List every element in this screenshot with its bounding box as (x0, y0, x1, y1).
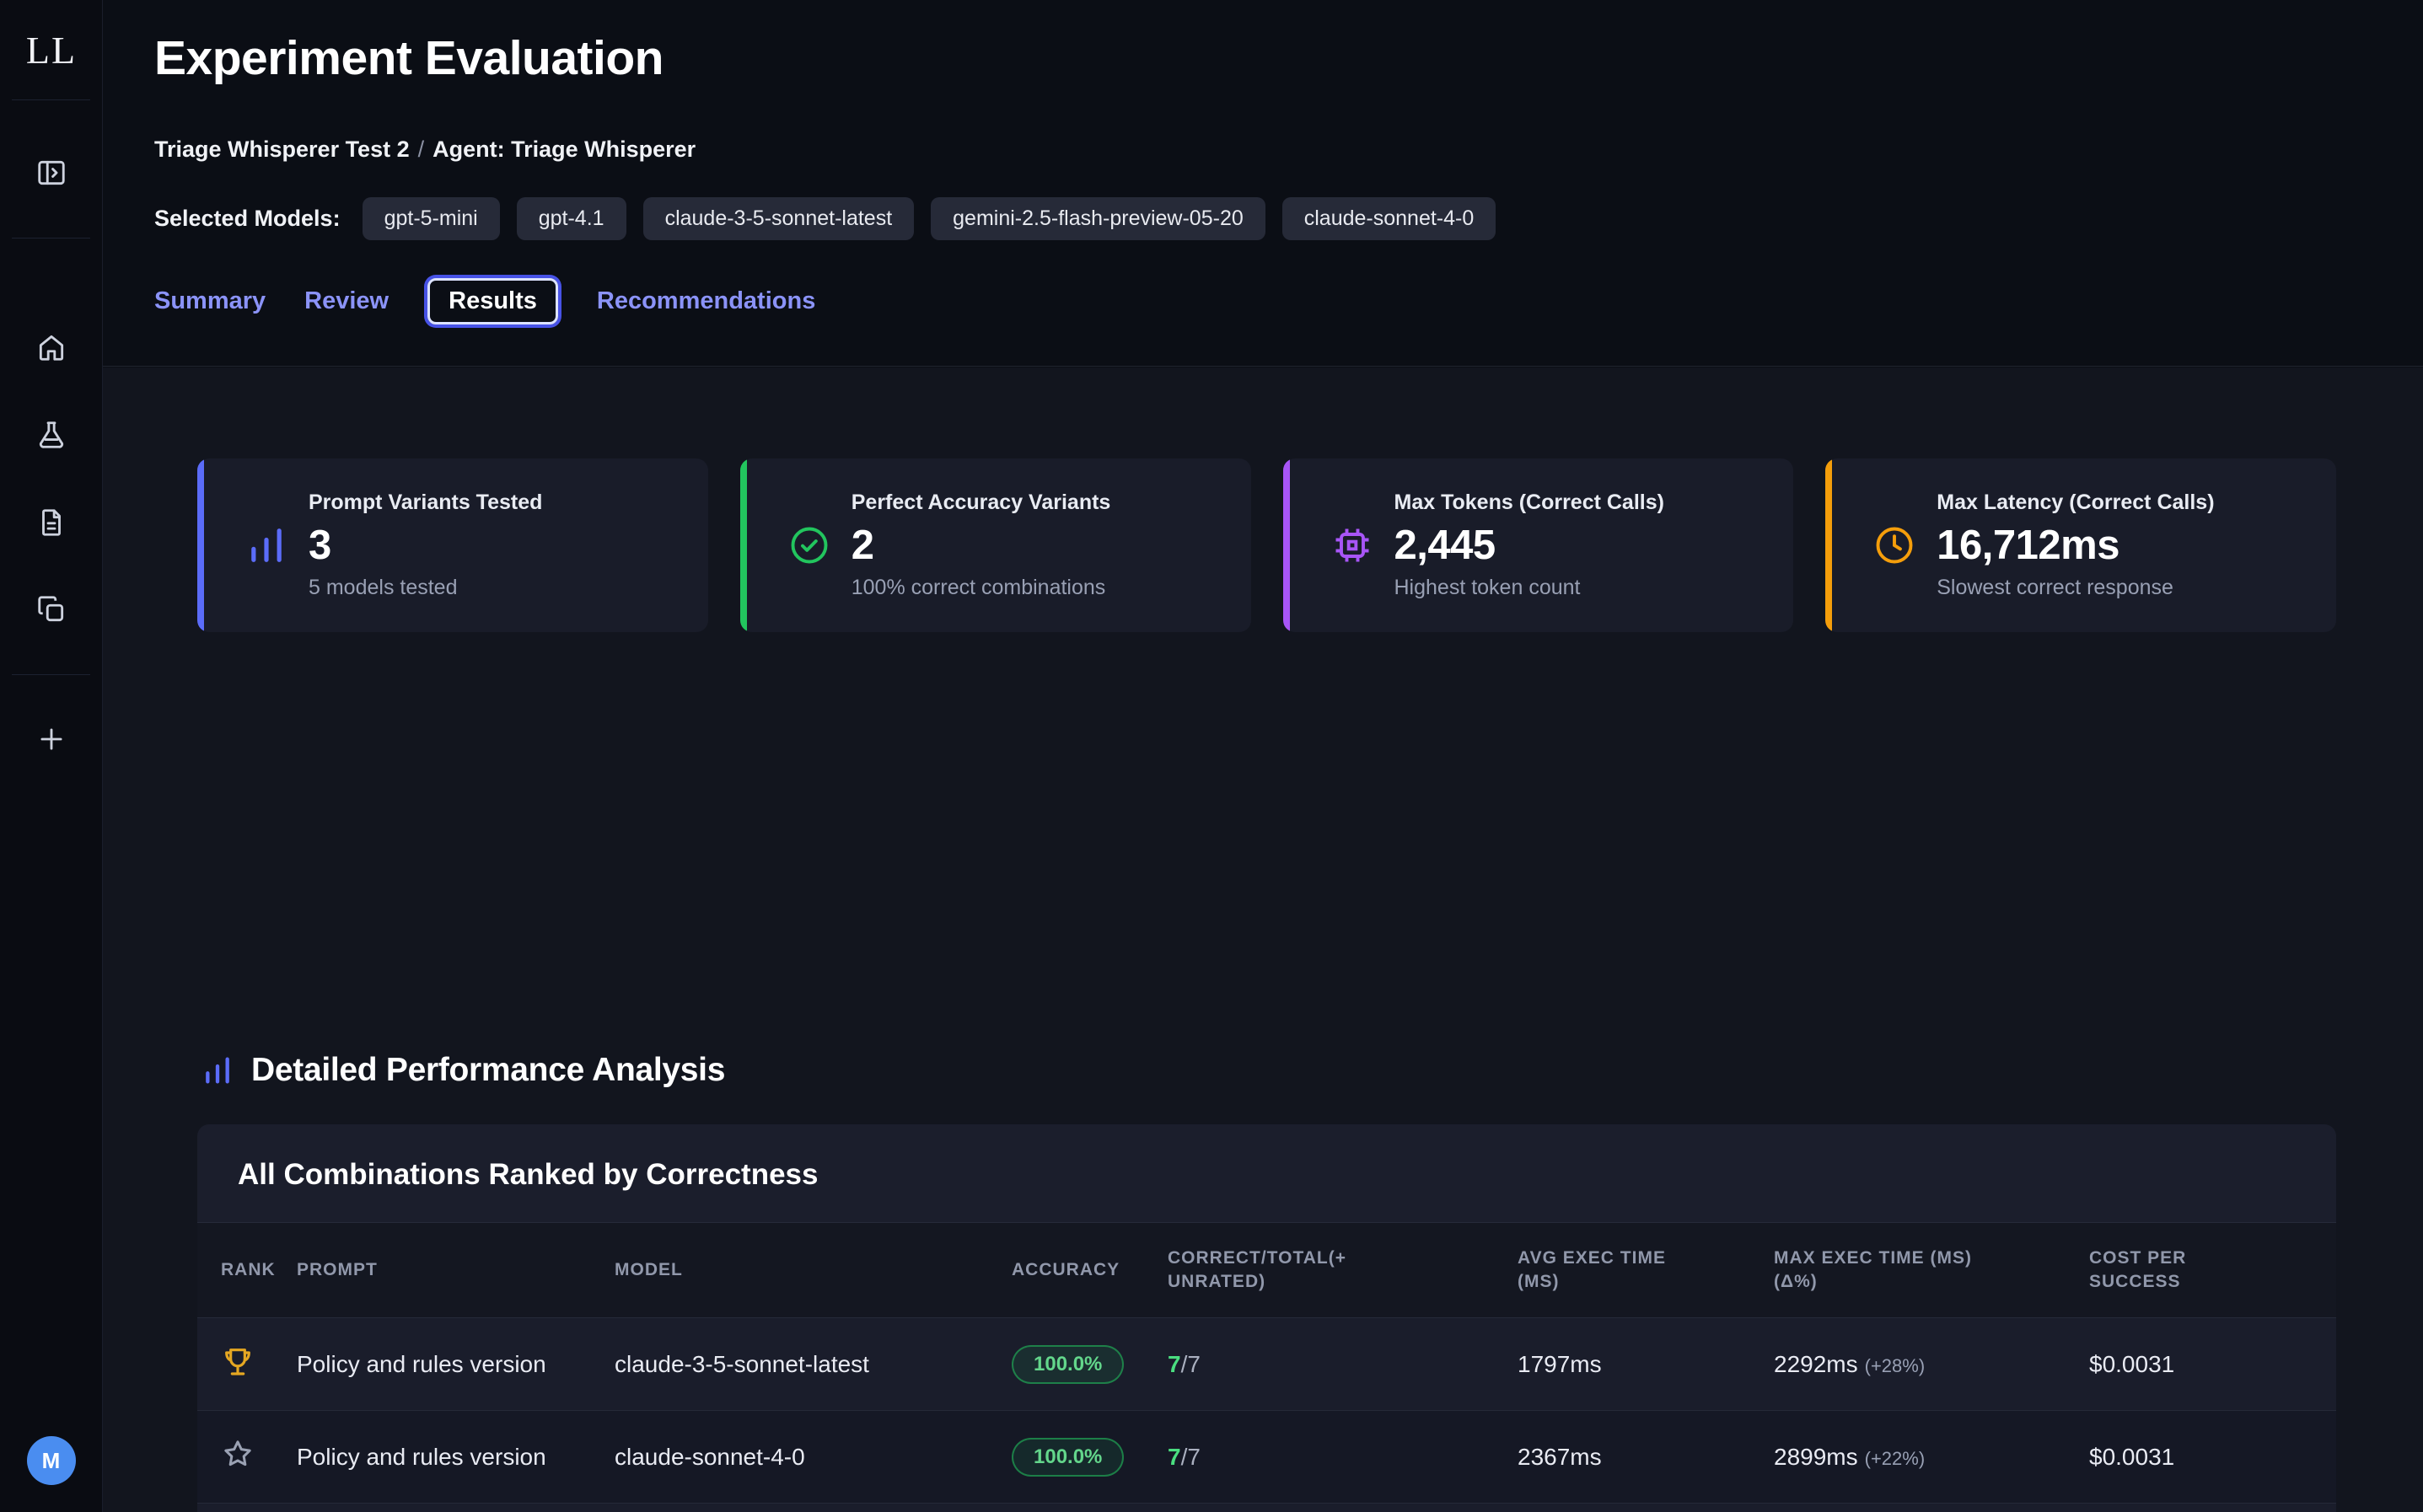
stat-title: Max Latency (Correct Calls) (1937, 491, 2215, 514)
stat-value: 2,445 (1394, 523, 1496, 568)
column-header-prompt: PROMPT (297, 1259, 378, 1279)
stat-title: Perfect Accuracy Variants (851, 491, 1111, 514)
model-cell: claude-sonnet-4-0 (615, 1443, 805, 1470)
table-header-row: RANK PROMPT MODEL ACCURACY CORRECT/TOTAL… (197, 1222, 2336, 1318)
model-chip: gemini-2.5-flash-preview-05-20 (931, 197, 1265, 240)
home-icon[interactable] (35, 330, 68, 364)
model-chip: claude-3-5-sonnet-latest (642, 197, 915, 240)
flask-icon[interactable] (35, 418, 68, 452)
results-table-card: All Combinations Ranked by Correctness R… (197, 1124, 2336, 1512)
breadcrumb-agent: Agent: Triage Whisperer (432, 137, 696, 162)
stat-card-prompt-variants: Prompt Variants Tested 3 5 models tested (197, 458, 708, 632)
model-chip: gpt-5-mini (362, 197, 500, 240)
sidebar: LL M (0, 0, 103, 1512)
cpu-icon (1330, 523, 1374, 567)
plus-icon[interactable] (35, 722, 68, 756)
copy-icon[interactable] (35, 592, 68, 626)
column-header-correct-total: CORRECT/TOTAL(+ UNRATED) (1168, 1247, 1346, 1291)
star-icon (221, 1437, 255, 1477)
model-chip: claude-sonnet-4-0 (1281, 197, 1496, 240)
bar-chart-icon (244, 523, 288, 567)
breadcrumb-experiment: Triage Whisperer Test 2 (154, 137, 410, 162)
stat-subtitle: Slowest correct response (1937, 576, 2173, 599)
prompt-cell: Policy and rules version (297, 1350, 546, 1377)
stat-subtitle: Highest token count (1394, 576, 1581, 599)
column-header-cost: COST PER SUCCESS (2089, 1247, 2187, 1291)
table-row: Policy and rules version gemini-2.5-flas… (197, 1504, 2336, 1512)
tab-review[interactable]: Review (304, 287, 390, 314)
stat-value: 3 (309, 523, 331, 568)
section-title: Detailed Performance Analysis (251, 1052, 726, 1088)
selected-models-label: Selected Models: (154, 206, 341, 231)
prompt-cell: Policy and rules version (297, 1443, 546, 1470)
sidebar-divider (12, 674, 90, 675)
avg-exec-cell: 2367ms (1518, 1443, 1602, 1470)
table-row: Policy and rules version claude-sonnet-4… (197, 1411, 2336, 1504)
stat-value: 16,712ms (1937, 523, 2119, 568)
model-chip: gpt-4.1 (516, 197, 626, 240)
cost-cell: $0.0031 (2089, 1350, 2175, 1377)
app-logo: LL (25, 28, 78, 72)
max-exec-cell: 2292ms (+28%) (1774, 1350, 1926, 1377)
tab-recommendations[interactable]: Recommendations (596, 287, 816, 314)
table-title: All Combinations Ranked by Correctness (238, 1158, 819, 1191)
correct-total-cell: 7/7 (1168, 1443, 1201, 1470)
stat-card-row: Prompt Variants Tested 3 5 models tested… (197, 458, 2336, 632)
correct-total-cell: 7/7 (1168, 1350, 1201, 1377)
stat-value: 2 (851, 523, 874, 568)
user-avatar[interactable]: M (26, 1436, 76, 1485)
document-icon[interactable] (35, 506, 68, 539)
page-title: Experiment Evaluation (154, 31, 664, 85)
page-header: Experiment Evaluation Triage Whisperer T… (103, 0, 2423, 367)
column-header-model: MODEL (615, 1259, 683, 1279)
selected-models-row: Selected Models: gpt-5-mini gpt-4.1 clau… (154, 197, 1496, 240)
tab-bar: Summary Review Results Recommendations (154, 278, 815, 324)
sidebar-divider (12, 238, 90, 239)
column-header-avg-exec: AVG EXEC TIME (MS) (1518, 1247, 1666, 1291)
check-circle-icon (787, 523, 831, 567)
cost-cell: $0.0031 (2089, 1443, 2175, 1470)
stat-title: Prompt Variants Tested (309, 491, 543, 514)
stat-card-max-latency: Max Latency (Correct Calls) 16,712ms Slo… (1825, 458, 2336, 632)
column-header-accuracy: ACCURACY (1012, 1259, 1120, 1279)
stat-subtitle: 5 models tested (309, 576, 458, 599)
avg-exec-cell: 1797ms (1518, 1350, 1602, 1377)
sidebar-divider (12, 99, 90, 100)
trophy-icon (221, 1344, 255, 1384)
model-cell: claude-3-5-sonnet-latest (615, 1350, 869, 1377)
stat-card-perfect-accuracy: Perfect Accuracy Variants 2 100% correct… (739, 458, 1251, 632)
breadcrumb-separator: / (417, 137, 425, 162)
main-content: Prompt Variants Tested 3 5 models tested… (103, 367, 2423, 1512)
tab-summary[interactable]: Summary (154, 287, 266, 314)
section-heading: Detailed Performance Analysis (201, 1052, 725, 1089)
breadcrumb: Triage Whisperer Test 2 / Agent: Triage Wh… (154, 137, 696, 163)
column-header-rank: RANK (221, 1259, 276, 1279)
stat-title: Max Tokens (Correct Calls) (1394, 491, 1664, 514)
accuracy-badge: 100.0% (1012, 1344, 1125, 1384)
clock-icon (1872, 523, 1916, 567)
accuracy-badge: 100.0% (1012, 1437, 1125, 1477)
stat-card-max-tokens: Max Tokens (Correct Calls) 2,445 Highest… (1282, 458, 1794, 632)
table-body: Policy and rules version claude-3-5-sonn… (197, 1318, 2336, 1512)
table-row: Policy and rules version claude-3-5-sonn… (197, 1318, 2336, 1411)
tab-results[interactable]: Results (427, 278, 558, 324)
sidebar-toggle-icon[interactable] (35, 156, 68, 190)
max-exec-cell: 2899ms (+22%) (1774, 1443, 1926, 1470)
stat-subtitle: 100% correct combinations (851, 576, 1106, 599)
bar-chart-icon (201, 1054, 234, 1087)
column-header-max-exec: MAX EXEC TIME (MS) (Δ%) (1774, 1247, 1973, 1291)
